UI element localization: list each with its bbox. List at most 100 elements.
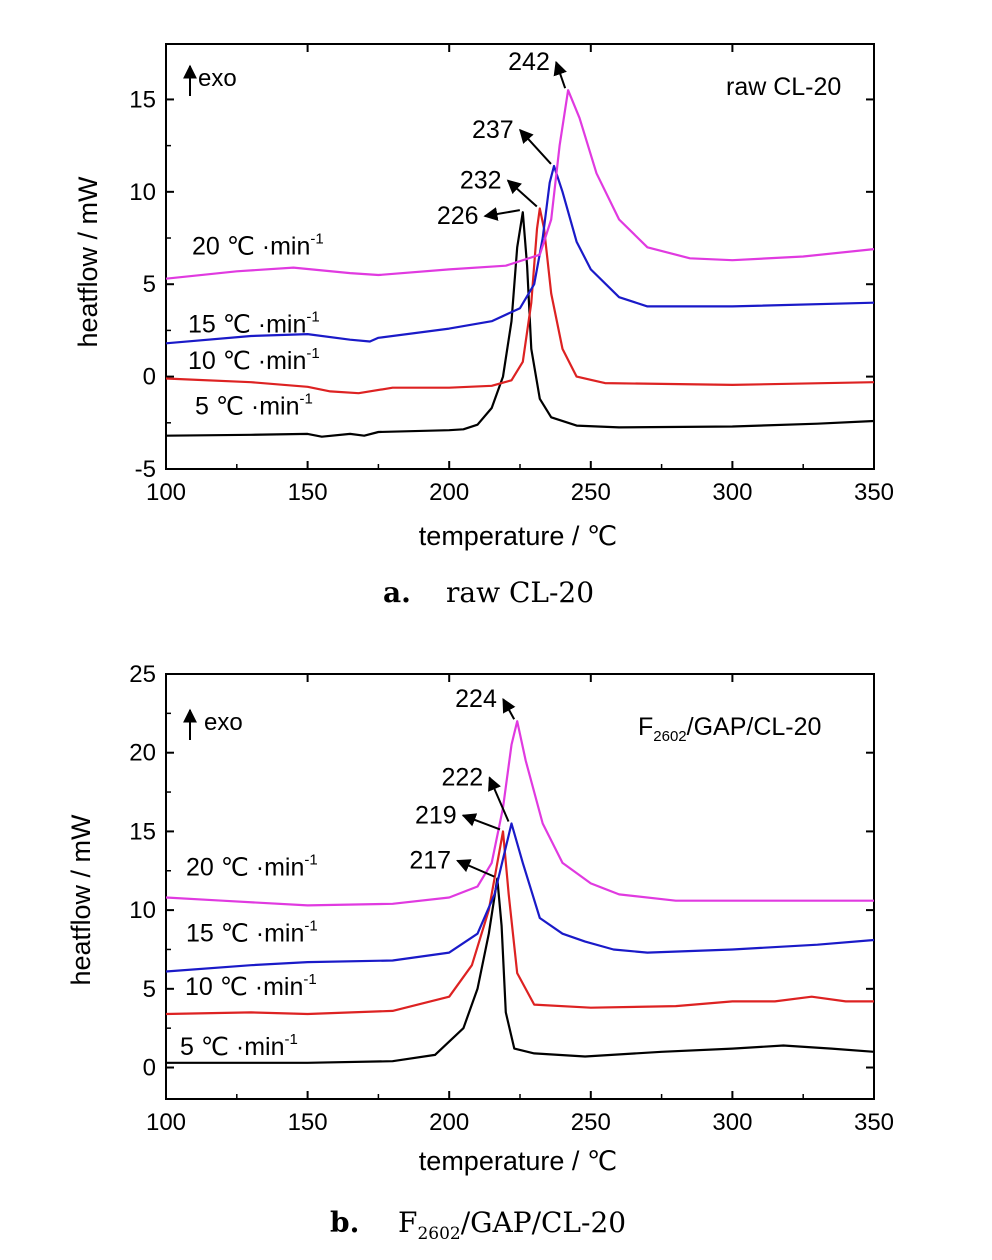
x-tick-label: 250: [571, 479, 611, 506]
peak-label: 237: [472, 116, 514, 144]
exo-indicator: exo: [183, 64, 237, 96]
caption-letter: b.: [330, 1206, 359, 1239]
rate-label-sup: -1: [284, 1031, 297, 1048]
y-axis-label: heatflow / mW: [66, 814, 96, 986]
series-line: [165, 89, 875, 280]
peak-label: 222: [442, 764, 484, 792]
x-tick-label: 350: [854, 479, 894, 506]
series-line: [165, 720, 874, 907]
rate-label: 15 ℃ ·min-1: [186, 918, 318, 948]
y-tick-label: -5: [135, 456, 156, 483]
y-axis-label: heatflow / mW: [73, 176, 103, 348]
peak-arrow-icon: [456, 859, 495, 878]
rate-label-sup: -1: [304, 918, 317, 935]
x-tick-label: 100: [146, 479, 186, 506]
y-axis: -5 0 5 10 15: [129, 86, 874, 483]
rate-labels: 5 ℃ ·min-110 ℃ ·min-115 ℃ ·min-120 ℃ ·mi…: [180, 851, 318, 1060]
caption-sub: 2602: [417, 1224, 460, 1244]
exo-label: exo: [198, 65, 237, 92]
caption-text: F2602/GAP/CL-20: [398, 1206, 626, 1244]
peak-label: 224: [455, 685, 497, 713]
x-tick-label: 150: [288, 479, 328, 506]
x-axis-label: temperature / ℃: [419, 521, 617, 551]
peak-arrow-icon: [553, 60, 567, 89]
x-axis: 100 150 200 250 300 350: [146, 44, 894, 506]
y-tick-label: 10: [129, 179, 156, 206]
rate-label-main: 5 ℃ ·min: [195, 392, 299, 420]
x-axis: 100 150 200 250 300 350: [146, 674, 894, 1136]
series-line: [166, 877, 875, 1064]
series-group: [165, 720, 875, 1064]
rate-label-main: 10 ℃ ·min: [188, 347, 306, 375]
peak-arrow-icon: [502, 697, 516, 720]
series-line: [165, 164, 875, 345]
x-tick-label: 350: [854, 1109, 894, 1136]
exo-indicator: exo: [183, 708, 243, 740]
x-tick-label: 200: [429, 479, 469, 506]
rate-label-main: 5 ℃ ·min: [180, 1033, 284, 1061]
peak-label: 217: [409, 847, 451, 875]
series-group: [165, 89, 875, 438]
sample-label-rest: /GAP/CL-20: [687, 713, 822, 741]
rate-label: 5 ℃ ·min-1: [180, 1031, 298, 1061]
x-axis-label: temperature / ℃: [419, 1146, 617, 1176]
caption-b: b. F2602/GAP/CL-20: [330, 1206, 626, 1244]
y-tick-label: 5: [143, 976, 156, 1003]
y-tick-label: 25: [129, 661, 156, 688]
exo-label: exo: [204, 709, 243, 736]
rate-label-sup: -1: [306, 345, 319, 362]
series-line: [165, 822, 875, 973]
rate-label-sup: -1: [306, 308, 319, 325]
rate-label: 5 ℃ ·min-1: [195, 390, 313, 420]
y-tick-label: 15: [129, 86, 156, 113]
rate-label: 10 ℃ ·min-1: [185, 971, 317, 1001]
caption-letter: a.: [383, 576, 411, 609]
peak-arrow-icon: [506, 179, 538, 208]
rate-label: 15 ℃ ·min-1: [188, 308, 320, 338]
caption-rest: /GAP/CL-20: [461, 1206, 626, 1239]
peak-label: 226: [437, 202, 479, 230]
peak-labels: 217 219 222 224: [409, 685, 516, 878]
rate-label-main: 15 ℃ ·min: [188, 310, 306, 338]
peak-arrow-icon: [461, 813, 501, 831]
x-tick-label: 250: [571, 1109, 611, 1136]
y-tick-label: 0: [143, 1055, 156, 1082]
peak-labels: 226 232 237 242: [437, 48, 567, 230]
y-tick-label: 20: [129, 740, 156, 767]
rate-label-sup: -1: [299, 390, 312, 407]
x-tick-label: 100: [146, 1109, 186, 1136]
x-tick-label: 300: [712, 479, 752, 506]
rate-label: 20 ℃ ·min-1: [186, 851, 318, 881]
series-line: [165, 830, 874, 1016]
y-axis: 0 5 10 15 20 25: [129, 661, 874, 1082]
rate-label-sup: -1: [304, 851, 317, 868]
peak-label: 219: [415, 801, 457, 829]
caption-a: a. raw CL-20: [383, 576, 594, 609]
rate-label: 20 ℃ ·min-1: [192, 231, 324, 261]
rate-label: 10 ℃ ·min-1: [188, 345, 320, 375]
peak-label: 242: [508, 48, 550, 76]
peak-arrow-icon: [488, 776, 510, 822]
caption-main: F: [398, 1206, 417, 1239]
rate-label-main: 15 ℃ ·min: [186, 920, 304, 948]
rate-label-sup: -1: [303, 971, 316, 988]
rate-label-main: 20 ℃ ·min: [186, 853, 304, 881]
rate-labels: 5 ℃ ·min-110 ℃ ·min-115 ℃ ·min-120 ℃ ·mi…: [188, 231, 324, 421]
peak-label: 232: [460, 166, 502, 194]
sample-label-main: F: [638, 713, 653, 741]
x-tick-label: 300: [712, 1109, 752, 1136]
y-tick-label: 10: [129, 897, 156, 924]
x-tick-label: 200: [429, 1109, 469, 1136]
sample-label: raw CL-20: [726, 73, 841, 101]
y-tick-label: 0: [143, 364, 156, 391]
peak-arrow-icon: [519, 128, 552, 165]
series-line: [165, 207, 875, 395]
caption-text: raw CL-20: [446, 576, 594, 609]
rate-label-main: 20 ℃ ·min: [192, 233, 310, 261]
sample-label-sub: 2602: [653, 728, 686, 745]
y-tick-label: 15: [129, 818, 156, 845]
rate-label-main: 10 ℃ ·min: [185, 973, 303, 1001]
peak-arrow-icon: [483, 207, 521, 221]
